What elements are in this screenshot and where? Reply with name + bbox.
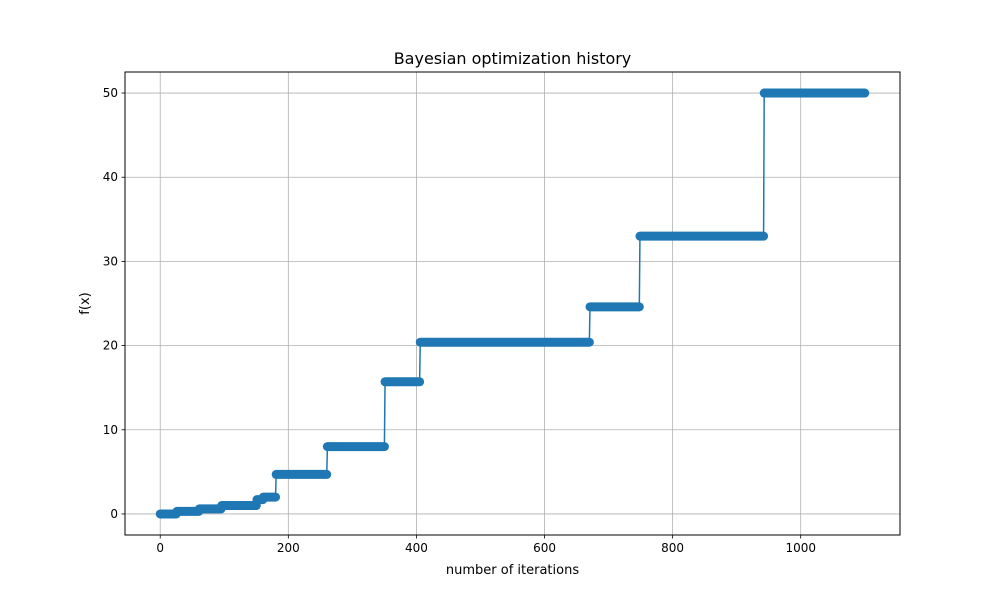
x-tick-label: 1000 bbox=[785, 541, 816, 555]
y-tick-label: 10 bbox=[103, 423, 118, 437]
chart-title: Bayesian optimization history bbox=[394, 49, 632, 68]
y-tick-label: 30 bbox=[103, 254, 118, 268]
x-tick-label: 600 bbox=[533, 541, 556, 555]
y-tick-label: 40 bbox=[103, 170, 118, 184]
x-tick-label: 400 bbox=[405, 541, 428, 555]
x-tick-label: 0 bbox=[156, 541, 164, 555]
y-tick-label: 20 bbox=[103, 339, 118, 353]
ticks: 0 200 400 600 800 1000 0 10 20 30 40 50 bbox=[103, 86, 816, 555]
x-tick-label: 200 bbox=[277, 541, 300, 555]
y-tick-label: 0 bbox=[110, 507, 118, 521]
x-axis-label: number of iterations bbox=[446, 563, 579, 578]
x-tick-label: 800 bbox=[661, 541, 684, 555]
y-tick-label: 50 bbox=[103, 86, 118, 100]
y-axis-label: f(x) bbox=[78, 292, 93, 314]
plot-frame bbox=[124, 71, 901, 536]
grid bbox=[125, 72, 900, 535]
series-layer bbox=[155, 88, 870, 519]
